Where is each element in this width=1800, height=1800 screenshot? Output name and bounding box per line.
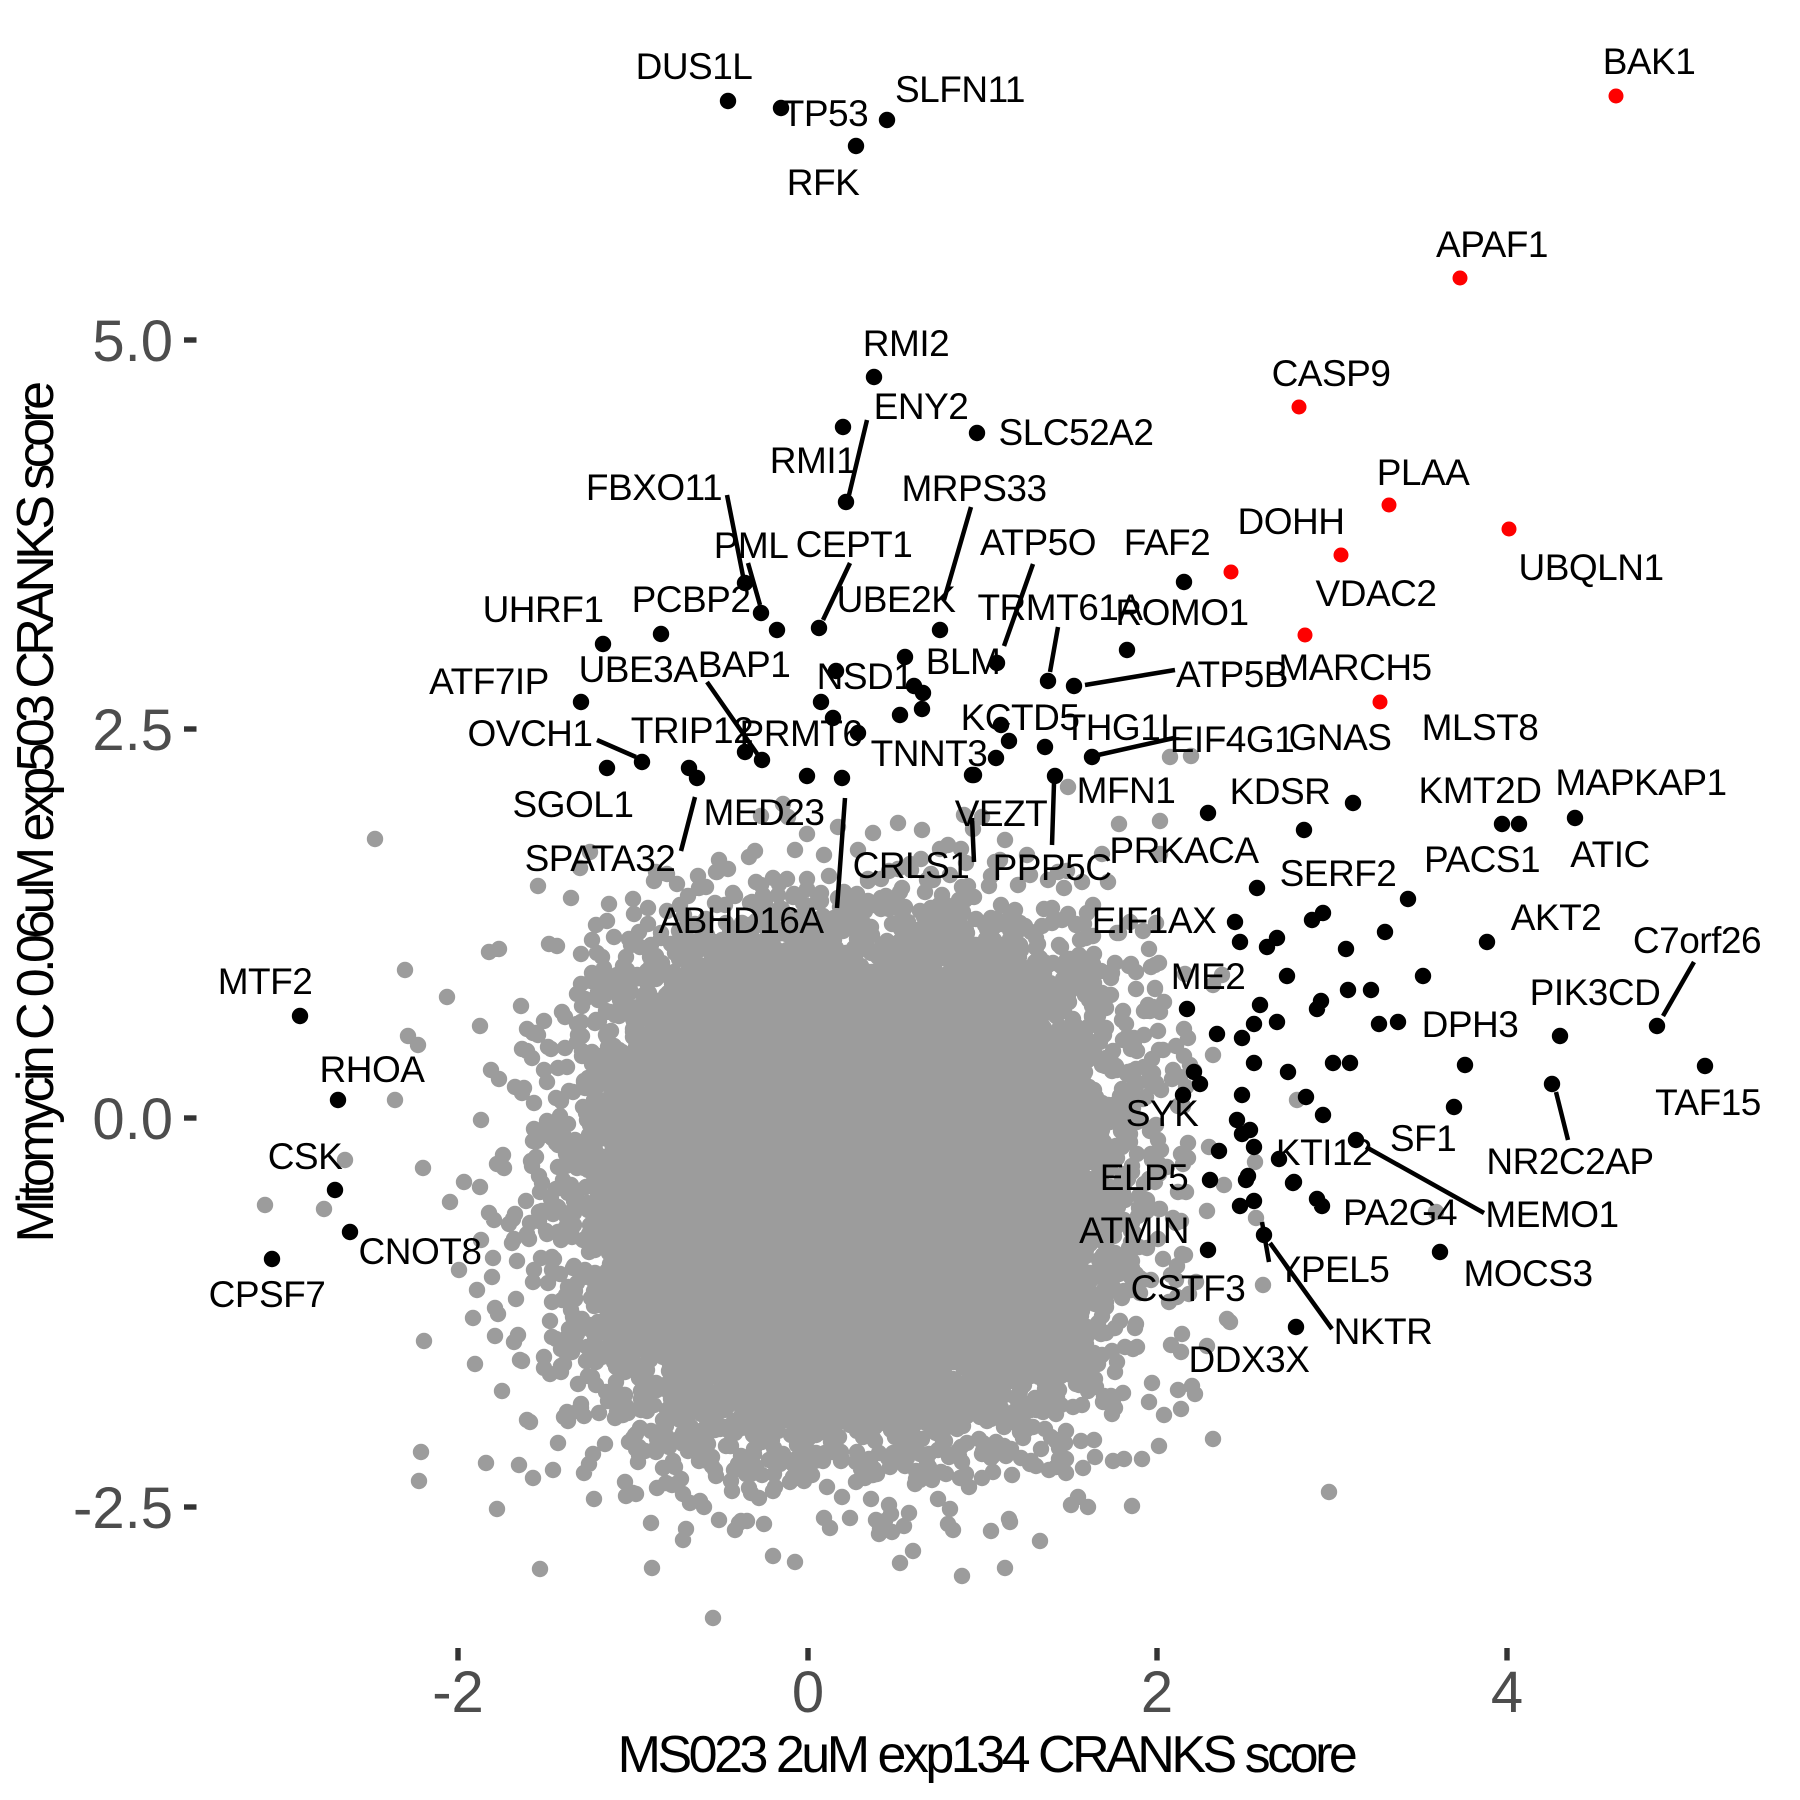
svg-text:MARCH5: MARCH5	[1278, 647, 1431, 688]
svg-text:UBE3A: UBE3A	[579, 649, 699, 690]
svg-text:APAF1: APAF1	[1436, 224, 1548, 265]
svg-text:ATMIN: ATMIN	[1079, 1210, 1189, 1251]
svg-text:NSD1: NSD1	[817, 656, 914, 697]
svg-text:SLC52A2: SLC52A2	[999, 412, 1154, 453]
svg-text:RHOA: RHOA	[320, 1049, 426, 1090]
svg-text:ATIC: ATIC	[1570, 834, 1650, 875]
svg-text:DPH3: DPH3	[1422, 1004, 1519, 1045]
svg-text:ROMO1: ROMO1	[1115, 592, 1248, 633]
svg-text:0: 0	[792, 1660, 824, 1725]
svg-text:VDAC2: VDAC2	[1316, 573, 1437, 614]
svg-text:PPP5C: PPP5C	[993, 847, 1112, 888]
svg-text:PIK3CD: PIK3CD	[1530, 972, 1661, 1013]
svg-text:Mitomycin C 0.06uM exp503 CRAN: Mitomycin C 0.06uM exp503 CRANKS score	[7, 383, 65, 1243]
svg-text:MTF2: MTF2	[218, 961, 313, 1002]
svg-text:GNAS: GNAS	[1289, 717, 1392, 758]
svg-text:RMI2: RMI2	[863, 323, 949, 364]
svg-text:0.0: 0.0	[92, 1087, 173, 1152]
svg-text:MRPS33: MRPS33	[901, 468, 1046, 509]
svg-text:MEMO1: MEMO1	[1485, 1194, 1618, 1235]
svg-text:KDSR: KDSR	[1230, 771, 1331, 812]
svg-text:CPSF7: CPSF7	[209, 1274, 326, 1315]
svg-text:CEPT1: CEPT1	[796, 524, 913, 565]
svg-text:MOCS3: MOCS3	[1463, 1253, 1592, 1294]
svg-text:PLAA: PLAA	[1377, 452, 1470, 493]
svg-text:PML: PML	[714, 525, 789, 566]
svg-text:SGOL1: SGOL1	[513, 784, 634, 825]
svg-text:EIF1AX: EIF1AX	[1092, 900, 1217, 941]
svg-text:TP53: TP53	[782, 93, 868, 134]
svg-text:UBQLN1: UBQLN1	[1518, 547, 1663, 588]
svg-text:VEZT: VEZT	[955, 793, 1048, 834]
svg-text:4: 4	[1491, 1660, 1523, 1725]
svg-text:MAPKAP1: MAPKAP1	[1555, 762, 1726, 803]
svg-text:CSTF3: CSTF3	[1131, 1268, 1246, 1309]
svg-text:ENY2: ENY2	[874, 386, 969, 427]
svg-text:ABHD16A: ABHD16A	[658, 900, 824, 941]
svg-text:KMT2D: KMT2D	[1419, 770, 1542, 811]
svg-text:RMI1: RMI1	[770, 440, 856, 481]
svg-text:2: 2	[1141, 1660, 1173, 1725]
svg-text:DOHH: DOHH	[1238, 501, 1345, 542]
svg-text:UBE2K: UBE2K	[837, 579, 957, 620]
svg-text:SLFN11: SLFN11	[895, 69, 1025, 110]
svg-text:CSK: CSK	[268, 1136, 343, 1177]
svg-text:AKT2: AKT2	[1511, 897, 1602, 938]
svg-text:FBXO11: FBXO11	[586, 467, 722, 508]
svg-text:NKTR: NKTR	[1334, 1311, 1433, 1352]
svg-text:RFK: RFK	[787, 162, 860, 203]
svg-text:TRMT61A: TRMT61A	[977, 587, 1143, 628]
svg-text:SPATA32: SPATA32	[525, 838, 676, 879]
svg-text:FAF2: FAF2	[1124, 522, 1210, 563]
svg-text:-2.5: -2.5	[73, 1476, 173, 1541]
svg-text:UHRF1: UHRF1	[483, 589, 604, 630]
svg-text:MED23: MED23	[704, 792, 825, 833]
svg-text:YPEL5: YPEL5	[1277, 1249, 1390, 1290]
svg-text:THG1L: THG1L	[1064, 707, 1181, 748]
svg-text:SF1: SF1	[1390, 1118, 1456, 1159]
svg-text:CNOT8: CNOT8	[359, 1231, 482, 1272]
svg-text:TRIP12: TRIP12	[631, 710, 753, 751]
svg-text:5.0: 5.0	[92, 309, 173, 374]
svg-text:MFN1: MFN1	[1077, 770, 1176, 811]
svg-text:PACS1: PACS1	[1424, 839, 1540, 880]
svg-text:SERF2: SERF2	[1280, 853, 1397, 894]
svg-text:CASP9: CASP9	[1272, 353, 1391, 394]
svg-text:PRMT6: PRMT6	[740, 713, 863, 754]
svg-text:TAF15: TAF15	[1655, 1082, 1761, 1123]
svg-text:SYK: SYK	[1126, 1093, 1199, 1134]
svg-text:MS023 2uM exp134 CRANKS score: MS023 2uM exp134 CRANKS score	[618, 1726, 1356, 1784]
svg-text:ELP5: ELP5	[1100, 1157, 1189, 1198]
svg-text:2.5: 2.5	[92, 698, 173, 763]
svg-text:EIF4G1: EIF4G1	[1170, 719, 1295, 760]
svg-text:ATP5O: ATP5O	[980, 522, 1096, 563]
svg-text:PCBP2: PCBP2	[632, 579, 751, 620]
svg-text:ATF7IP: ATF7IP	[429, 661, 549, 702]
svg-text:MLST8: MLST8	[1422, 707, 1539, 748]
svg-text:DUS1L: DUS1L	[636, 46, 753, 87]
svg-text:KTI12: KTI12	[1276, 1132, 1372, 1173]
svg-text:KCTD5: KCTD5	[961, 697, 1080, 738]
svg-text:PA2G4: PA2G4	[1343, 1192, 1457, 1233]
svg-text:CRLS1: CRLS1	[853, 845, 970, 886]
svg-text:BAP1: BAP1	[698, 644, 791, 685]
svg-text:ATP5B: ATP5B	[1176, 654, 1288, 695]
svg-text:ME2: ME2	[1171, 956, 1246, 997]
svg-text:OVCH1: OVCH1	[468, 713, 593, 754]
svg-text:DDX3X: DDX3X	[1189, 1339, 1310, 1380]
svg-text:BLM: BLM	[926, 641, 1001, 682]
svg-text:NR2C2AP: NR2C2AP	[1486, 1141, 1653, 1182]
svg-text:TNNT3: TNNT3	[871, 733, 988, 774]
svg-text:BAK1: BAK1	[1603, 41, 1696, 82]
svg-text:C7orf26: C7orf26	[1633, 920, 1761, 961]
svg-text:-2: -2	[432, 1660, 484, 1725]
svg-text:PRKACA: PRKACA	[1109, 830, 1259, 871]
